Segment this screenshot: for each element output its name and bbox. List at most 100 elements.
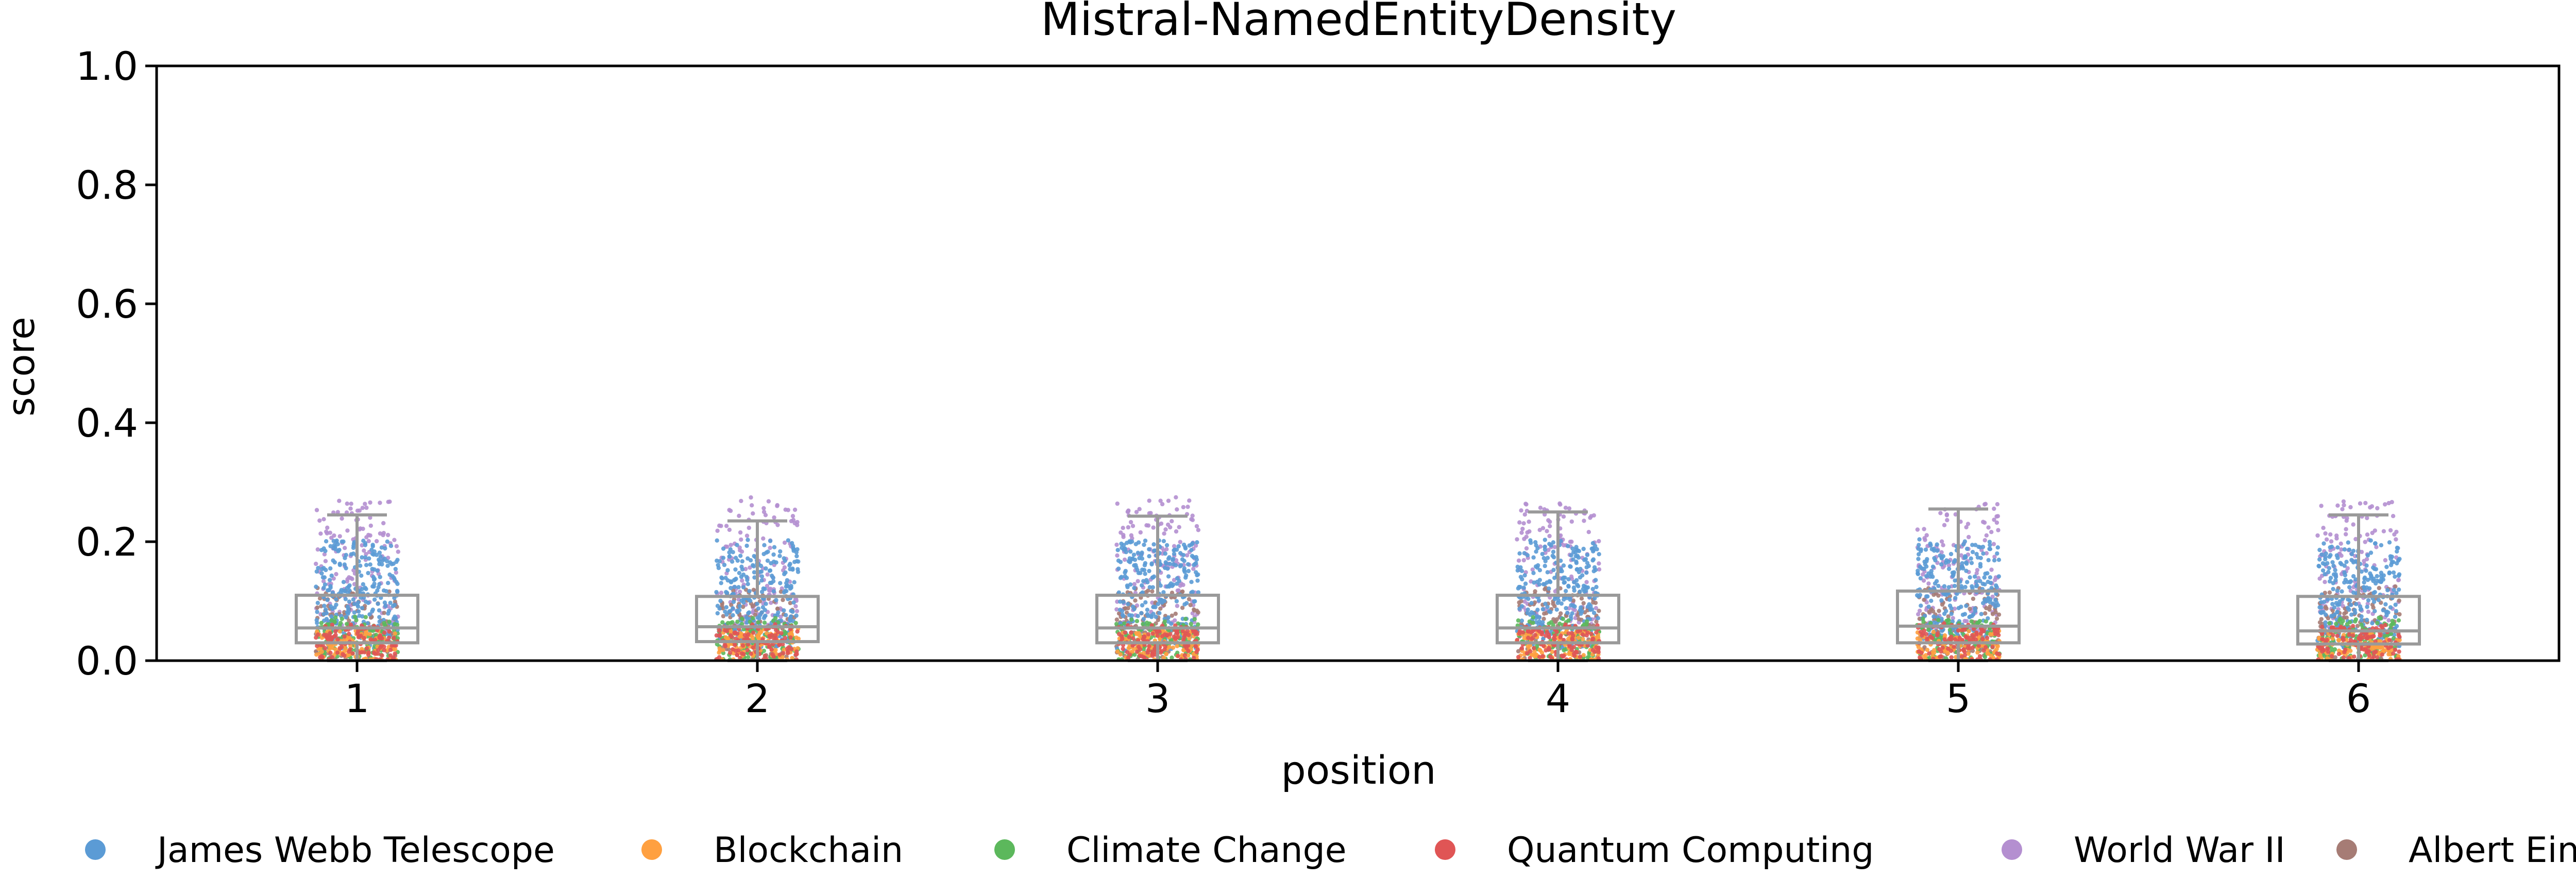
data-point [1974,579,1979,584]
data-point [1580,573,1585,578]
data-point [756,606,761,611]
data-point [735,619,740,624]
data-point [1525,553,1530,558]
data-point [1163,551,1167,556]
data-point [1193,562,1197,566]
data-point [1540,654,1545,659]
data-point [1565,611,1570,615]
data-point [1526,644,1530,649]
data-point [324,539,329,544]
data-point [1531,615,1535,620]
data-point [1529,652,1534,657]
data-point [737,603,742,609]
data-point [1568,597,1572,602]
data-point [2331,581,2335,585]
data-point [762,543,767,547]
data-point [1191,651,1196,657]
data-point [321,585,326,590]
data-point [321,517,326,522]
data-point [1166,628,1171,633]
data-point [334,597,338,601]
data-point [1151,612,1156,616]
data-point [1143,538,1148,543]
data-point [725,620,731,626]
data-point [2380,626,2385,630]
data-point [1546,548,1551,553]
data-point [1588,608,1593,612]
data-point [1192,617,1197,622]
data-point [751,588,756,592]
data-point [1189,622,1193,626]
data-point [1997,652,2002,657]
data-point [1121,532,1126,538]
data-point [367,612,372,617]
data-point [337,547,342,553]
data-point [741,585,746,590]
data-point [1516,649,1521,653]
data-point [1125,541,1129,545]
data-point [1923,547,1928,552]
data-point [1185,653,1191,658]
data-point [1190,590,1195,594]
data-point [1157,611,1162,615]
data-point [793,604,798,609]
data-point [727,527,732,532]
data-point [772,636,776,641]
data-point [1130,605,1136,609]
data-point [792,560,797,564]
data-point [773,633,778,638]
data-point [1944,558,1949,563]
data-point [2323,620,2328,625]
data-point [329,536,334,540]
data-point [1939,598,1944,603]
data-point [2348,505,2353,510]
data-point [2352,608,2357,613]
data-point [757,636,762,641]
data-point [340,516,344,521]
data-point [1568,564,1572,569]
data-point [2333,655,2337,660]
data-point [1916,571,1920,576]
data-point [1938,511,1943,515]
data-point [2358,636,2362,642]
data-point [1547,586,1551,591]
data-point [1558,633,1563,638]
data-point [794,613,799,618]
data-point [1945,517,1950,523]
data-point [1988,600,1992,605]
data-point [1117,632,1122,636]
data-point [1585,619,1589,624]
data-point [359,650,364,654]
data-point [760,605,766,610]
data-point [1189,548,1194,553]
data-point [794,554,799,559]
data-point [315,620,319,625]
data-point [751,645,756,650]
data-point [1590,558,1595,563]
data-point [1988,543,1992,547]
data-point [1994,592,1998,596]
data-point [1922,628,1927,633]
data-point [1167,562,1173,566]
data-point [2381,529,2386,533]
data-point [379,545,384,550]
data-point [363,599,368,604]
data-point [1596,645,1601,650]
data-point [1517,520,1522,525]
data-point [725,568,730,573]
data-point [1170,655,1174,660]
data-point [788,635,793,640]
data-point [323,559,328,563]
data-point [740,578,744,583]
data-point [1591,611,1597,615]
data-point [1537,654,1542,660]
data-point [1537,615,1542,619]
data-point [1965,580,1970,584]
data-point [2341,655,2346,660]
data-point [2317,547,2322,553]
data-point [716,563,720,567]
data-point [1580,609,1584,614]
data-point [1132,582,1137,586]
data-point [1515,568,1520,573]
data-point [1985,651,1990,656]
